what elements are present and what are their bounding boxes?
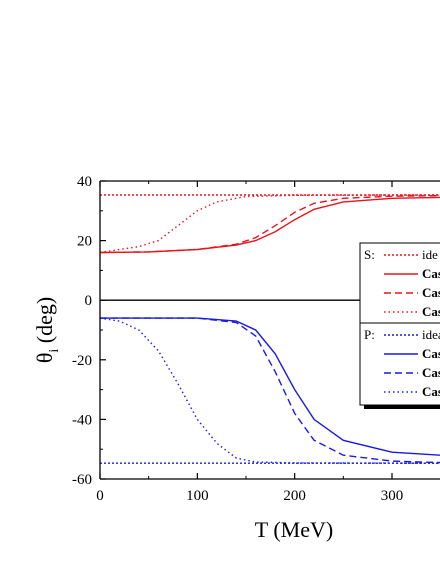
legend-label: ide [422,247,438,262]
y-tick-label: -60 [72,472,92,488]
legend-box [359,242,440,326]
series-p-dashed-line-6 [100,317,440,464]
y-axis-title-unit: (deg) [32,297,57,343]
y-axis-title: θi (deg) [32,297,62,363]
x-tick-label: 300 [381,488,404,504]
legend-label: Cas [422,266,440,281]
series-layer [100,194,440,464]
x-tick-label: 200 [283,488,306,504]
y-tick-label: 20 [77,234,92,250]
x-axis-title: T (MeV) [255,517,333,542]
y-tick-label: -40 [72,412,92,428]
legend-label: Cas [422,285,440,300]
legend-title: P: [364,327,375,342]
y-axis-title-theta: θ [32,353,57,364]
series-s-dashed-line-2 [100,194,440,254]
legend-box [359,322,440,406]
legend-label: Cas [422,365,440,380]
y-tick-label: 40 [77,174,92,190]
x-tick-label: 100 [186,488,209,504]
x-tick-label: 0 [96,488,104,504]
legend-title: S: [364,247,375,262]
y-axis-title-sub: i [47,349,62,353]
y-tick-label: -20 [72,353,92,369]
legend-s: S: ide Cas Cas Cas [359,242,440,329]
legend-label: idea [422,327,440,342]
svg-text:θi (deg): θi (deg) [32,297,62,363]
y-tick-label: 0 [85,293,93,309]
legend-p: P: idea Cas Cas Cas [359,322,440,409]
legend-label: Cas [422,346,440,361]
legend-label: Cas [422,304,440,319]
legend-label: Cas [422,384,440,399]
